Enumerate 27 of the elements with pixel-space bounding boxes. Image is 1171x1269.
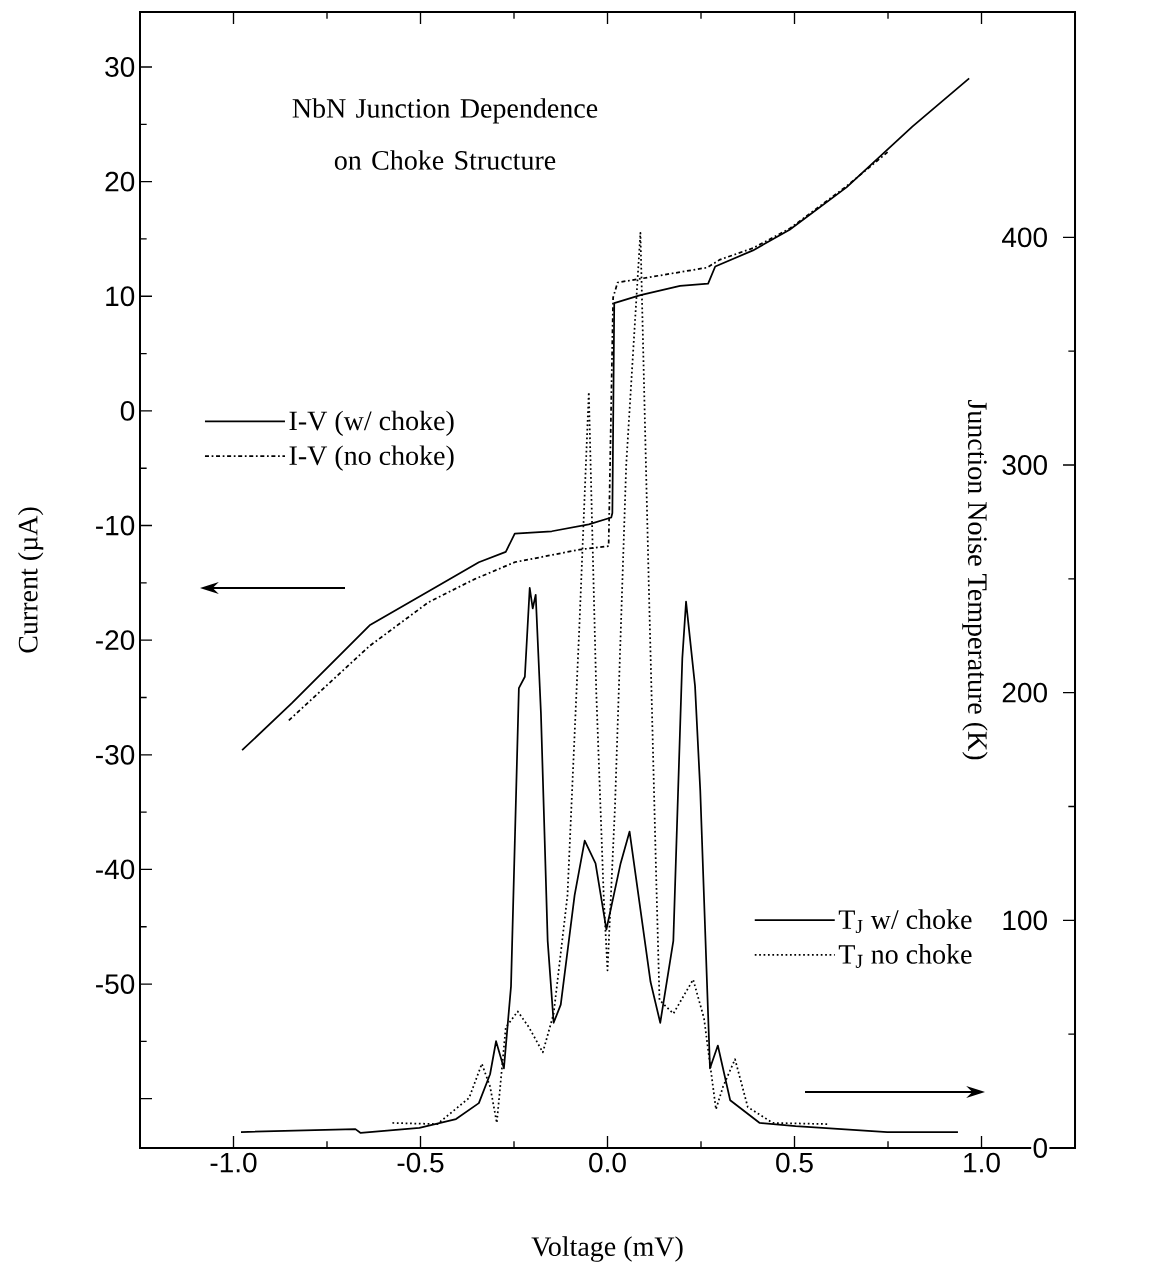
legend-label: T$_{J}$ no choke (838, 944, 972, 968)
legend-label: I-V (w/ choke) (289, 410, 454, 437)
text: NbN Junction Dependence on Choke Structure (292, 98, 598, 170)
y-tick-label: -50 (96, 974, 135, 994)
y-tick-label: 20 (105, 171, 135, 192)
y2-tick-label: 200 (1002, 682, 1047, 703)
y2-tick-label: 0 (1033, 1138, 1047, 1158)
legend-label: T$_{J}$ w/ choke (838, 909, 972, 934)
y-tick-label: 0 (120, 400, 135, 421)
y-tick-label: -10 (96, 515, 135, 536)
y2-tick-label: 100 (1003, 910, 1047, 931)
y2-tick-label: 400 (1002, 227, 1047, 248)
legend-label: I-V (no choke) (289, 445, 454, 471)
x-tick-label: 0.0 (589, 1152, 626, 1173)
y2-tick-label: 300 (1002, 455, 1047, 475)
y-tick-label: -20 (96, 630, 135, 651)
y-tick-label: 30 (105, 57, 135, 77)
y-tick-label: -30 (96, 744, 135, 765)
x-tick-label: 1.0 (964, 1152, 1000, 1173)
x-tick-label: 0.5 (776, 1152, 813, 1173)
x-tick-label: -0.5 (397, 1152, 444, 1173)
y-tick-label: -40 (96, 859, 135, 880)
y-axis-title: Current (µA) (17, 507, 44, 653)
y-tick-label: 10 (106, 286, 135, 307)
y2-axis-title: Junction Noise Temperature (K) (962, 400, 988, 760)
x-tick-label: -1.0 (210, 1152, 257, 1173)
x-axis-title: Voltage (mV) (531, 1236, 683, 1262)
